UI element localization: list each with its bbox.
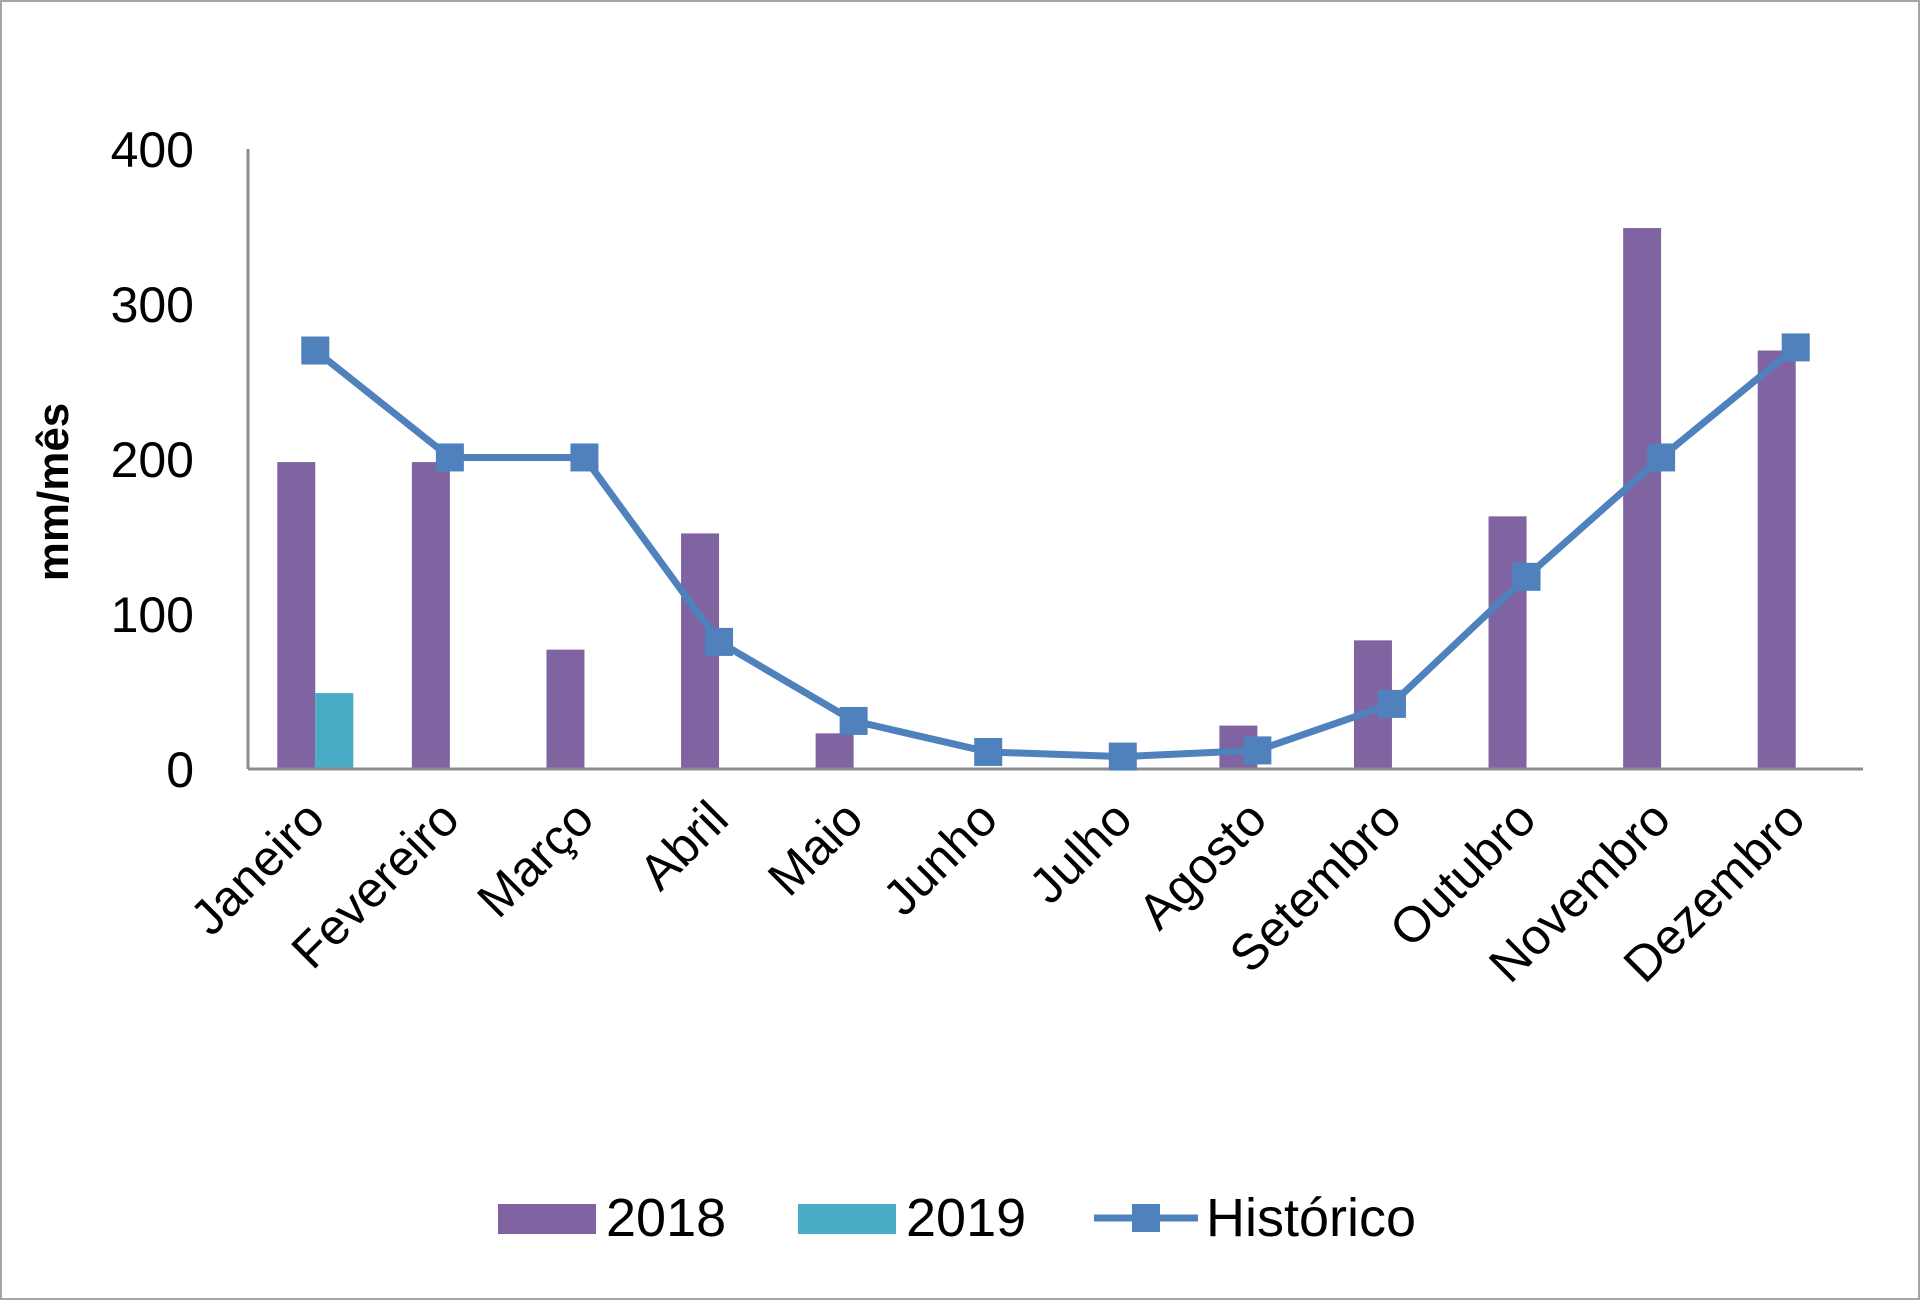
y-tick-label: 400 — [111, 122, 194, 178]
historico-point — [301, 336, 330, 365]
historico-point — [1647, 443, 1676, 472]
bar-2018 — [277, 462, 316, 769]
legend: 2018 2019 Histórico — [498, 1188, 1416, 1248]
x-category-label: Março — [466, 790, 604, 928]
historico-point — [435, 443, 464, 472]
bar-2018 — [411, 462, 450, 769]
bars-layer — [277, 228, 1796, 770]
y-axis-label: mm/mês — [29, 403, 78, 582]
historico-point — [570, 443, 599, 472]
historico-point — [1377, 689, 1406, 718]
legend-swatch-2019 — [798, 1204, 896, 1234]
legend-label-2018: 2018 — [606, 1188, 726, 1248]
bar-2019 — [315, 693, 354, 769]
x-category-label: Junho — [872, 790, 1008, 926]
historico-point — [839, 706, 868, 735]
historico-point — [705, 627, 734, 656]
bar-2018 — [1488, 516, 1527, 769]
x-category-label: Abril — [628, 790, 738, 900]
bar-2018 — [1623, 228, 1662, 770]
y-tick-label: 0 — [166, 742, 194, 798]
x-category-label: Julho — [1018, 790, 1142, 914]
bar-2018 — [546, 649, 585, 769]
legend-swatch-2018 — [498, 1204, 596, 1234]
historico-line — [313, 344, 1798, 761]
legend-marker-historico — [1132, 1204, 1160, 1232]
legend-label-historico: Histórico — [1206, 1188, 1416, 1248]
historico-point — [1512, 562, 1541, 591]
legend-label-2019: 2019 — [906, 1188, 1026, 1248]
y-tick-label: 200 — [111, 432, 194, 488]
historico-point — [1108, 742, 1137, 771]
historico-point — [1243, 736, 1272, 765]
historico-line-layer — [301, 333, 1810, 771]
x-category-label: Maio — [757, 790, 873, 906]
historico-point — [1781, 333, 1810, 362]
y-axis-ticks: 0 100 200 300 400 — [111, 122, 194, 798]
bar-2018 — [815, 733, 854, 769]
historico-point — [974, 737, 1003, 766]
y-tick-label: 100 — [111, 587, 194, 643]
y-tick-label: 300 — [111, 277, 194, 333]
bar-2018 — [1757, 350, 1796, 769]
